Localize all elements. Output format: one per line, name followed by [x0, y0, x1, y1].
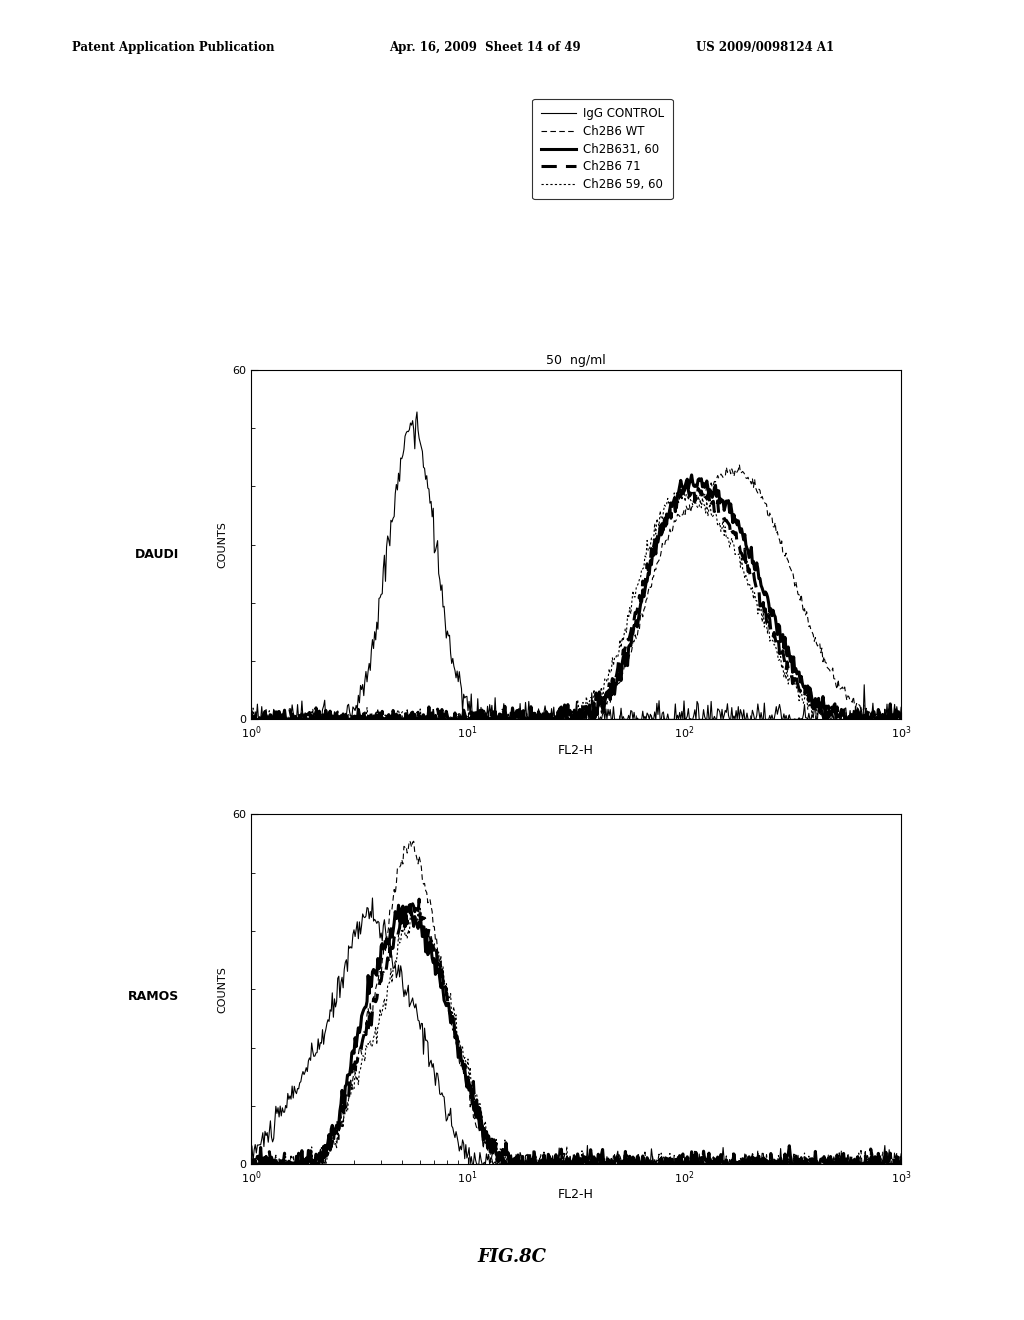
Text: Apr. 16, 2009  Sheet 14 of 49: Apr. 16, 2009 Sheet 14 of 49	[389, 41, 581, 54]
Legend: IgG CONTROL, Ch2B6 WT, Ch2B631, 60, Ch2B6 71, Ch2B6 59, 60: IgG CONTROL, Ch2B6 WT, Ch2B631, 60, Ch2B…	[532, 99, 673, 199]
Text: FIG.8C: FIG.8C	[477, 1247, 547, 1266]
Y-axis label: COUNTS: COUNTS	[218, 521, 228, 568]
Text: US 2009/0098124 A1: US 2009/0098124 A1	[696, 41, 835, 54]
Text: 50  ng/ml: 50 ng/ml	[546, 354, 605, 367]
Text: RAMOS: RAMOS	[128, 990, 179, 1003]
Y-axis label: COUNTS: COUNTS	[218, 966, 228, 1012]
Text: Patent Application Publication: Patent Application Publication	[72, 41, 274, 54]
X-axis label: FL2-H: FL2-H	[558, 743, 594, 756]
Text: DAUDI: DAUDI	[135, 548, 179, 561]
X-axis label: FL2-H: FL2-H	[558, 1188, 594, 1201]
